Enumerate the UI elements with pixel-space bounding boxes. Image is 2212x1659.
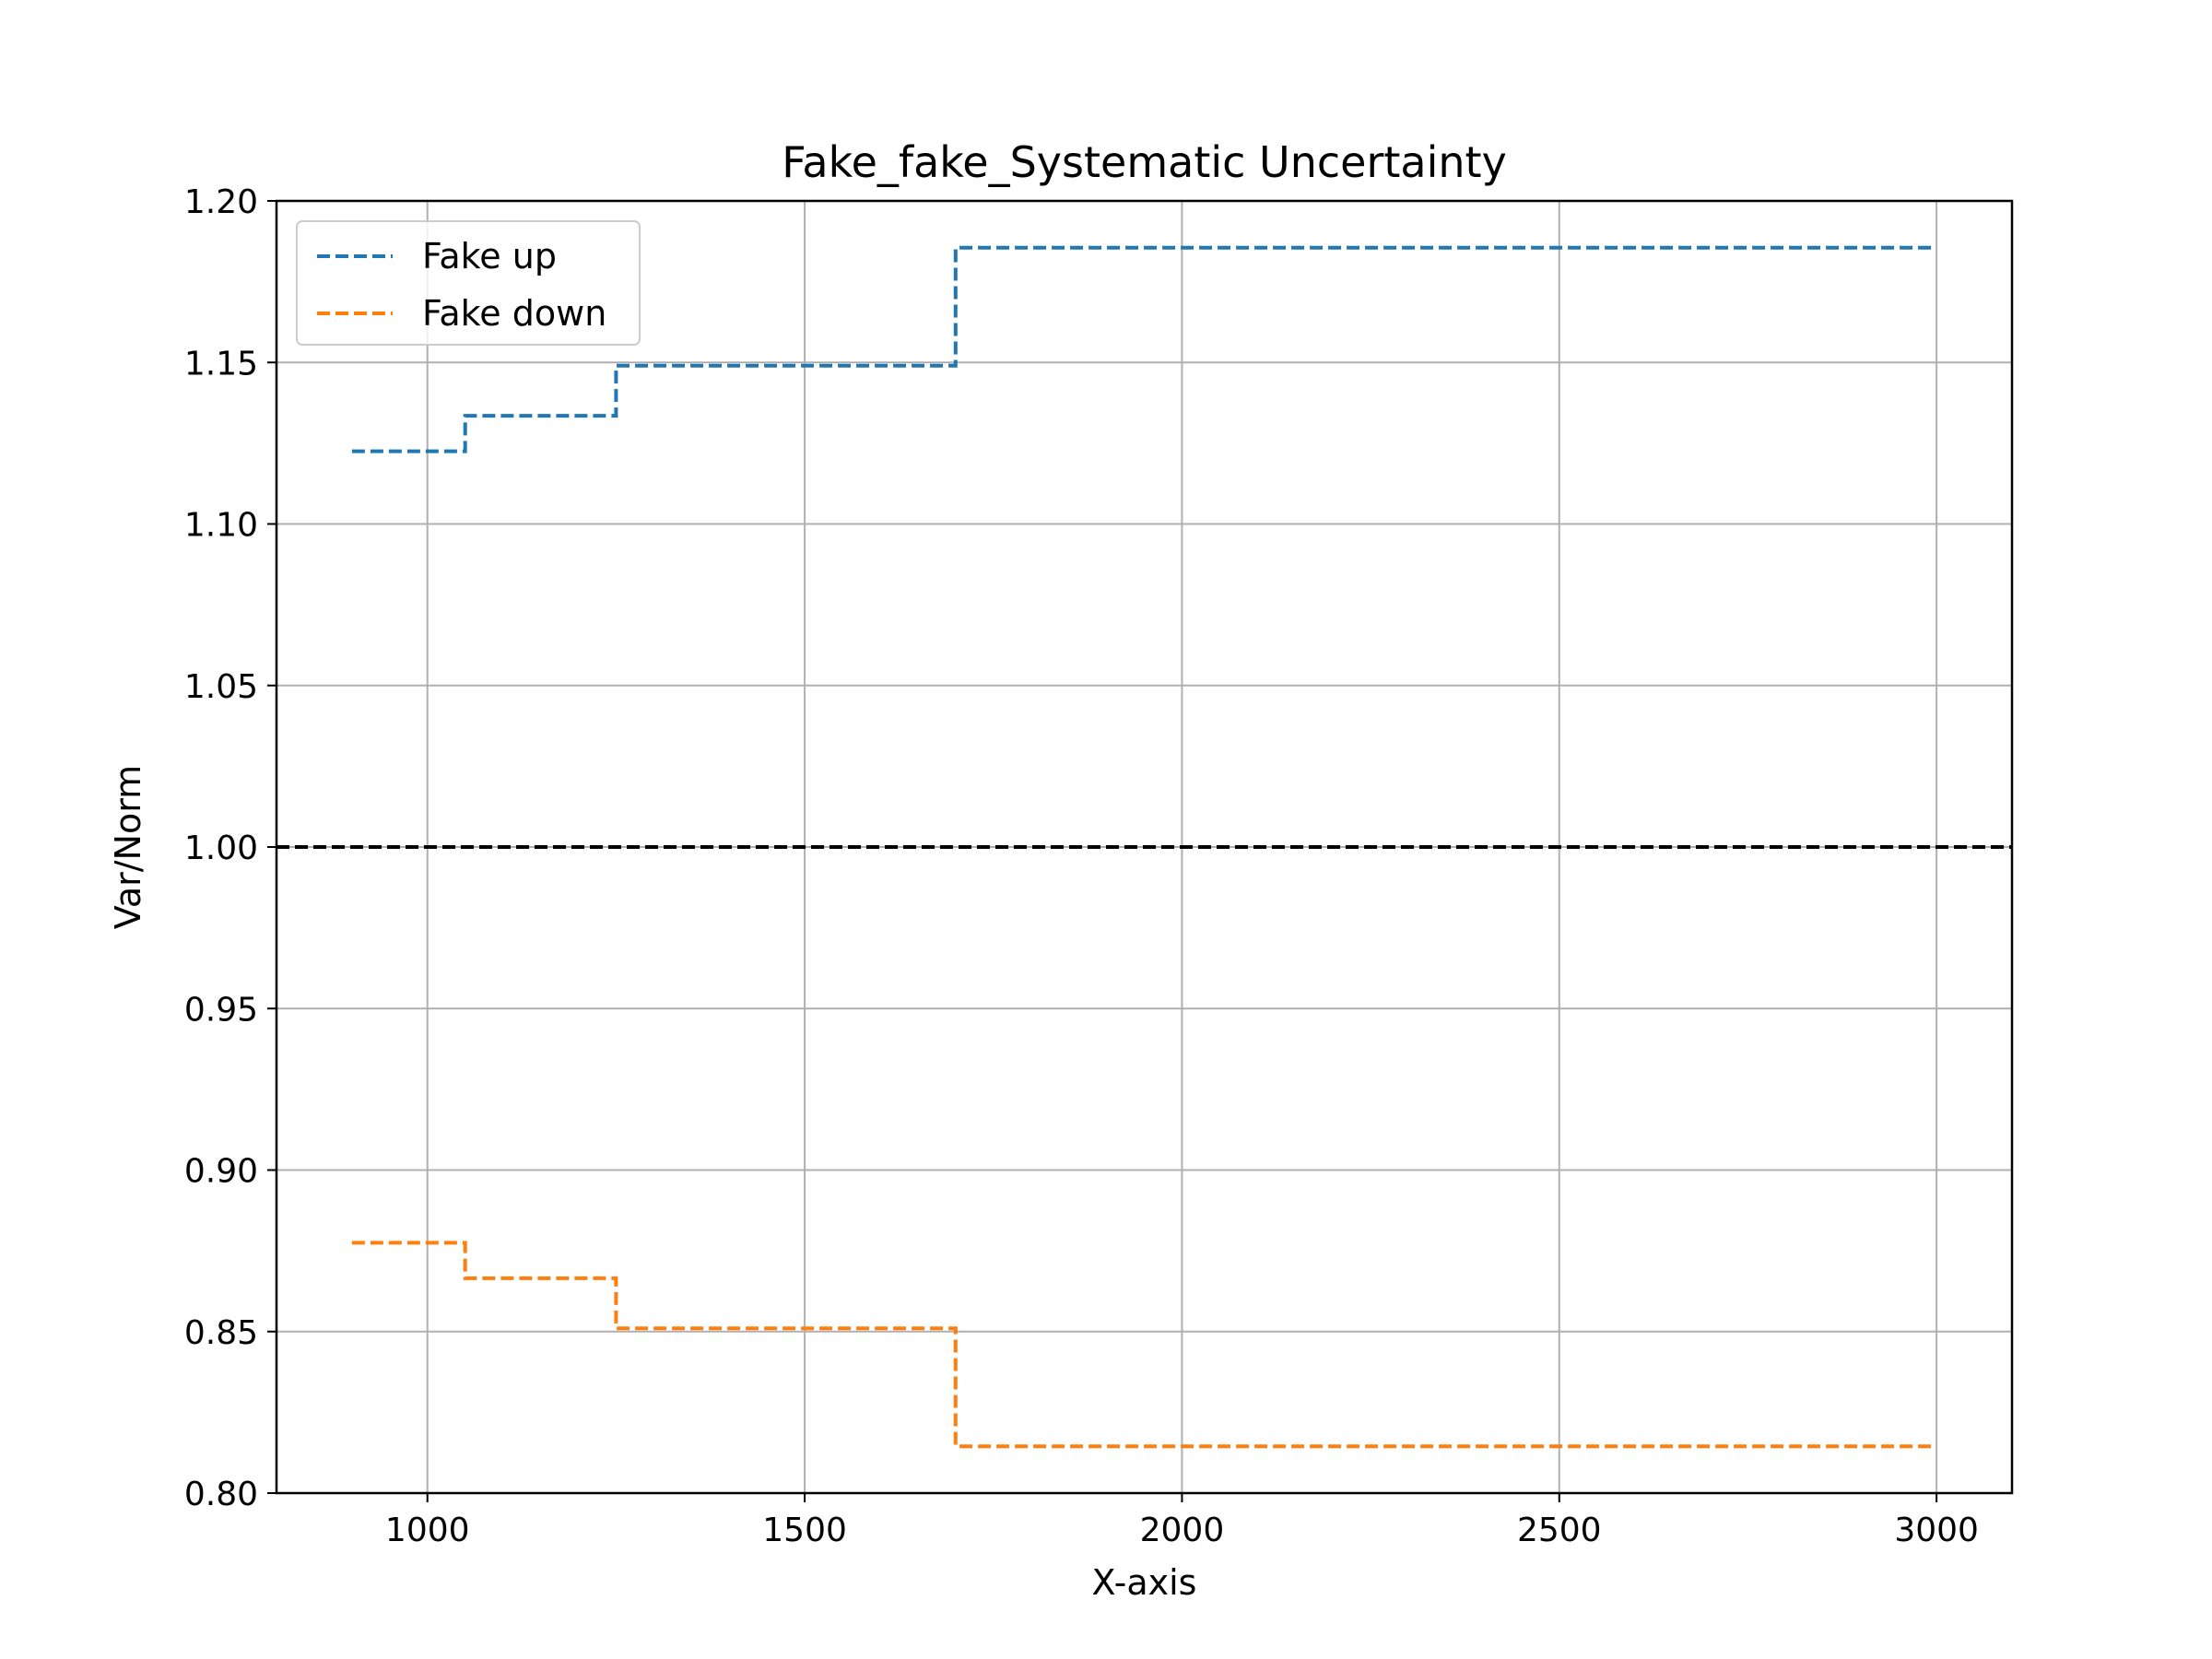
- x-tick-label: 2500: [1517, 1512, 1602, 1549]
- chart-title: Fake_fake_Systematic Uncertainty: [782, 137, 1507, 187]
- y-tick-label: 1.20: [184, 183, 258, 221]
- x-tick-label: 3000: [1894, 1512, 1979, 1549]
- x-axis-label: X-axis: [1092, 1562, 1197, 1603]
- ticks: 1000 1500 2000 2500 3000 0.80 0.85 0.90 0.95 1.00…: [184, 183, 1979, 1549]
- y-tick-label: 0.90: [184, 1153, 258, 1191]
- y-tick-label: 1.05: [184, 668, 258, 706]
- y-tick-label: 0.80: [184, 1476, 258, 1513]
- y-tick-label: 1.10: [184, 507, 258, 545]
- legend: Fake up Fake down: [296, 220, 641, 346]
- x-tick-label: 2000: [1140, 1512, 1225, 1549]
- x-tick-label: 1000: [385, 1512, 470, 1549]
- y-tick-label: 1.15: [184, 345, 258, 382]
- series-line-fake-up: [351, 245, 1937, 453]
- x-tick-label: 1500: [762, 1512, 847, 1549]
- series-group: [351, 245, 1937, 1449]
- legend-label-fake-down: Fake down: [422, 293, 606, 334]
- y-tick-label: 0.85: [184, 1314, 258, 1352]
- y-axis-label: Var/Norm: [108, 765, 148, 929]
- y-tick-label: 1.00: [184, 830, 258, 867]
- legend-label-fake-up: Fake up: [422, 236, 557, 276]
- series-line-fake-down: [351, 1241, 1937, 1449]
- y-tick-label: 0.95: [184, 991, 258, 1029]
